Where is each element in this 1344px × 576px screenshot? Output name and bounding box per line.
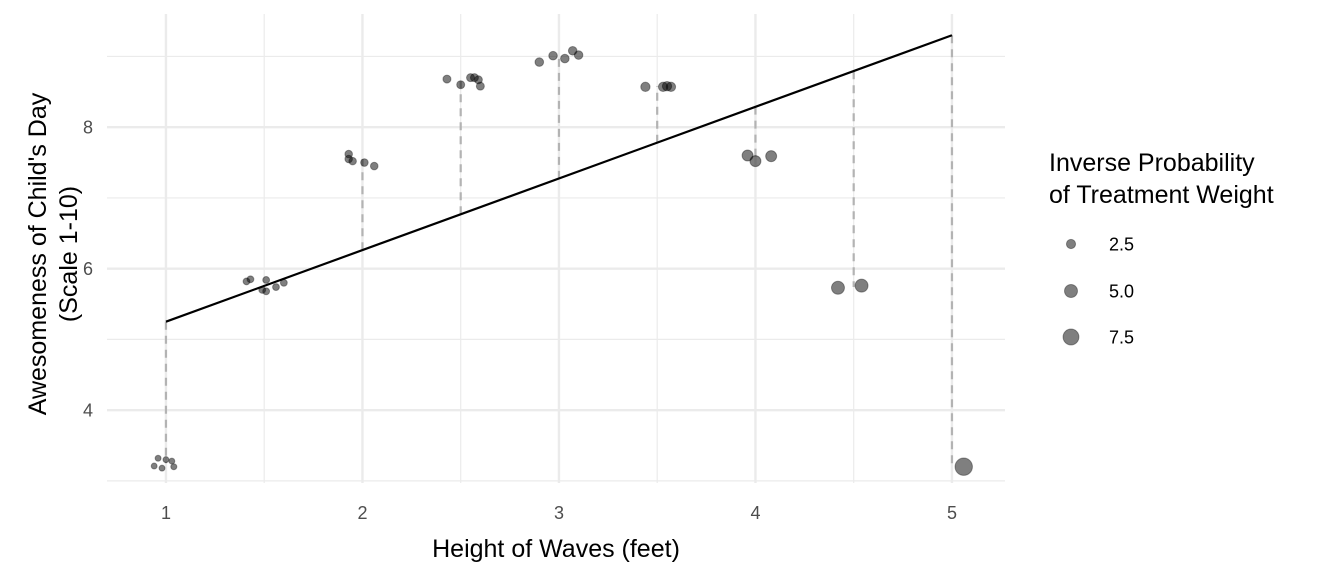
data-point	[246, 275, 255, 284]
point-layer	[150, 45, 973, 476]
data-point	[158, 464, 166, 472]
legend-key-label: 5.0	[1109, 282, 1134, 302]
legend-key-circle	[1065, 238, 1077, 250]
data-point	[765, 150, 778, 163]
x-tick-label: 5	[947, 503, 957, 523]
data-point	[170, 463, 178, 471]
legend-title-line-1: Inverse Probability	[1049, 149, 1255, 177]
fit-line-group	[165, 34, 953, 323]
x-tick-labels: 1 2 3 4 5	[161, 503, 957, 523]
data-point	[150, 462, 158, 470]
data-point	[560, 53, 570, 64]
x-tick-label: 2	[357, 503, 367, 523]
legend-key-label: 7.5	[1109, 328, 1134, 348]
legend-key-label: 2.5	[1109, 235, 1134, 255]
x-tick-label: 4	[750, 503, 760, 523]
y-axis-title-line-1: Awesomeness of Child's Day	[24, 92, 52, 415]
x-tick-label: 1	[161, 503, 171, 523]
size-legend: Inverse Probability of Treatment Weight …	[1049, 149, 1274, 348]
y-tick-label: 4	[83, 401, 93, 421]
data-point	[830, 280, 845, 295]
legend-key-circle	[1062, 328, 1080, 346]
data-point	[360, 158, 369, 167]
y-tick-labels: 4 6 8	[83, 118, 93, 421]
data-point	[369, 161, 379, 171]
legend-title-line-2: of Treatment Weight	[1049, 181, 1274, 209]
y-axis-title-line-2: (Scale 1-10)	[55, 186, 83, 322]
data-point	[475, 81, 485, 91]
data-point	[534, 57, 545, 67]
data-point	[665, 81, 677, 93]
data-point	[168, 457, 176, 465]
legend-key-circle	[1064, 284, 1078, 298]
data-point	[749, 155, 762, 168]
legend-keys: 2.5 5.0 7.5	[1062, 235, 1134, 348]
data-point	[279, 278, 288, 287]
data-point	[154, 454, 162, 462]
data-point	[262, 276, 271, 284]
data-point	[162, 456, 170, 464]
data-point	[954, 457, 973, 476]
fit-line	[165, 34, 953, 323]
data-point	[272, 283, 280, 291]
data-point	[573, 50, 584, 60]
data-point	[348, 156, 357, 166]
data-point	[640, 81, 651, 93]
y-tick-label: 6	[83, 259, 93, 279]
data-point	[854, 278, 869, 293]
residual-lines	[164, 35, 954, 466]
x-axis-title: Height of Waves (feet)	[432, 535, 680, 563]
x-tick-label: 3	[554, 503, 564, 523]
data-point	[442, 74, 452, 84]
data-point	[456, 80, 466, 90]
y-axis-title: Awesomeness of Child's Day (Scale 1-10)	[24, 92, 83, 415]
data-point	[548, 50, 558, 61]
y-tick-label: 8	[83, 118, 93, 138]
data-point	[262, 287, 271, 296]
data-point	[741, 149, 754, 162]
